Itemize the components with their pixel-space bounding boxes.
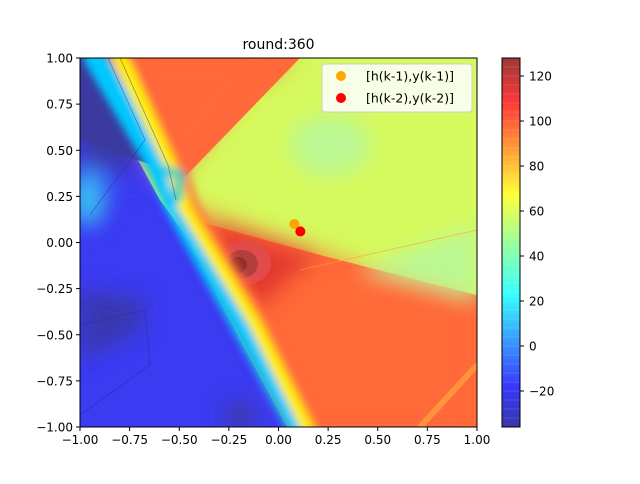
colorbar-tick-label: 20 [529, 295, 544, 309]
colorbar: 120 100 80 60 40 20 0 −20 [501, 57, 554, 428]
colorbar-tick-label: 80 [529, 160, 544, 174]
legend-marker-series-1 [336, 71, 346, 81]
colorbar-ticks: 120 100 80 60 40 20 0 −20 [520, 70, 554, 399]
y-tick-label: 1.00 [46, 52, 73, 66]
x-tick-label: −0.50 [161, 433, 198, 447]
y-tick-label: −0.50 [36, 328, 73, 342]
colorbar-fill [502, 58, 520, 427]
legend-label-series-2: [h(k-2),y(k-2)] [366, 91, 454, 106]
y-tick-label: −1.00 [36, 421, 73, 435]
x-tick-label: 0.25 [315, 433, 342, 447]
y-tick-label: −0.25 [36, 282, 73, 296]
contour-field [80, 58, 477, 427]
colorbar-tick-label: 120 [529, 70, 552, 84]
colorbar-tick-label: −20 [529, 385, 554, 399]
x-tick-label: 0.50 [364, 433, 391, 447]
x-tick-label: −0.75 [111, 433, 148, 447]
legend: [h(k-1),y(k-1)] [h(k-2),y(k-2)] [321, 63, 473, 113]
x-axis: −1.00 −0.75 −0.50 −0.25 0.00 0.25 0.50 0.75 1.00 [62, 427, 491, 447]
y-tick-label: 0.25 [46, 190, 73, 204]
x-tick-label: −0.25 [210, 433, 247, 447]
colorbar-level-lines [502, 66, 520, 419]
scatter-point-series-2 [295, 226, 306, 237]
colorbar-tick-label: 0 [529, 340, 537, 354]
colorbar-tick-label: 60 [529, 205, 544, 219]
legend-marker-series-2 [336, 93, 346, 103]
y-tick-label: 0.00 [46, 236, 73, 250]
x-tick-label: 0.75 [414, 433, 441, 447]
y-tick-label: 0.75 [46, 98, 73, 112]
colorbar-tick-label: 40 [529, 250, 544, 264]
y-axis: 1.00 0.75 0.50 0.25 0.00 −0.25 −0.50 −0.75 −1.00 [36, 52, 80, 435]
x-tick-label: 1.00 [464, 433, 491, 447]
scatter-point-series-1 [289, 219, 300, 230]
legend-box [321, 63, 473, 113]
colorbar-tick-label: 100 [529, 115, 552, 129]
x-tick-label: −1.00 [62, 433, 99, 447]
colorbar-frame [501, 57, 521, 428]
y-tick-label: 0.50 [46, 144, 73, 158]
chart-title: round:360 [242, 37, 314, 53]
legend-label-series-1: [h(k-1),y(k-1)] [366, 69, 454, 84]
x-tick-label: 0.00 [265, 433, 292, 447]
y-tick-label: −0.75 [36, 374, 73, 388]
scatter-points [289, 219, 306, 237]
